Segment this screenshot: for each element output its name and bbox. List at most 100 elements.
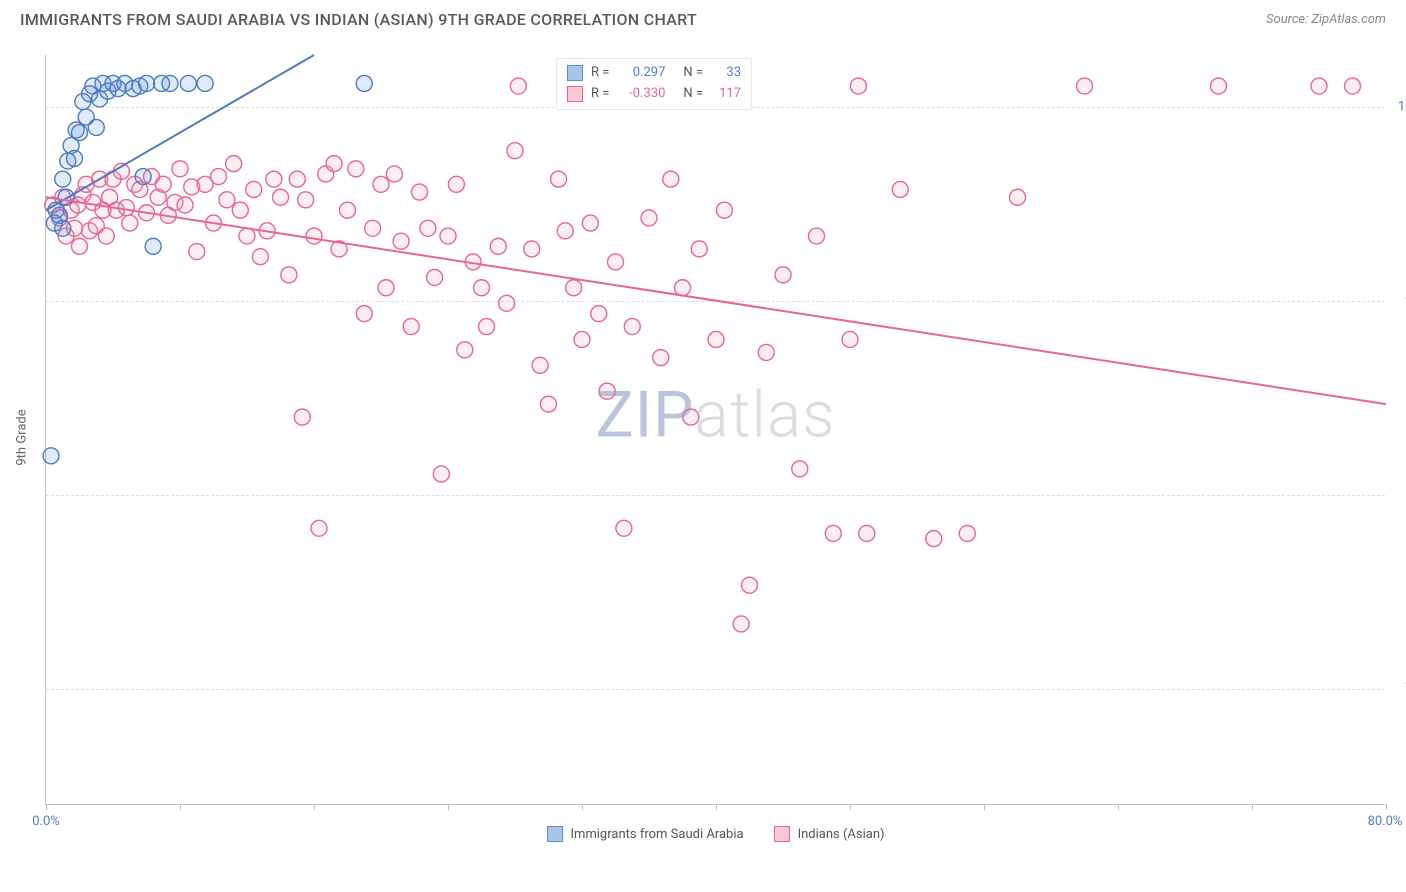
scatter-point <box>311 520 327 536</box>
x-tick-mark <box>180 804 181 810</box>
legend-n-value: 33 <box>711 63 741 84</box>
chart-header: IMMIGRANTS FROM SAUDI ARABIA VS INDIAN (… <box>0 0 1406 29</box>
scatter-point <box>420 220 436 236</box>
legend-label: Indians (Asian) <box>798 827 885 842</box>
scatter-point <box>608 254 624 270</box>
scatter-point <box>88 119 104 135</box>
scatter-point <box>524 241 540 257</box>
scatter-point <box>118 200 134 216</box>
x-tick-mark <box>46 804 47 810</box>
scatter-point <box>792 461 808 477</box>
scatter-point <box>742 577 758 593</box>
scatter-point <box>340 202 356 218</box>
chart-plot-area: 77.5%85.0%92.5%100.0% ZIPatlas R =0.297N… <box>45 55 1385 805</box>
trend-line <box>46 197 1386 404</box>
scatter-point <box>246 181 262 197</box>
legend-row: R = -0.330 N = 117 <box>567 84 741 105</box>
legend-correlation: R = 0.297 N = 33 R = -0.330 N = 117 <box>556 58 752 110</box>
scatter-point <box>232 202 248 218</box>
scatter-point <box>55 220 71 236</box>
scatter-point <box>457 342 473 358</box>
scatter-point <box>365 220 381 236</box>
legend-r-value: -0.330 <box>617 84 665 105</box>
scatter-point <box>72 125 88 141</box>
scatter-point <box>55 171 71 187</box>
scatter-point <box>393 233 409 249</box>
scatter-point <box>624 319 640 335</box>
legend-n-label: N = <box>683 84 703 105</box>
x-tick-mark <box>850 804 851 810</box>
scatter-point <box>122 215 138 231</box>
scatter-point <box>412 184 428 200</box>
scatter-point <box>599 383 615 399</box>
scatter-point <box>189 244 205 260</box>
legend-swatch <box>567 65 583 81</box>
scatter-point <box>98 228 114 244</box>
legend-row: R = 0.297 N = 33 <box>567 63 741 84</box>
scatter-point <box>294 409 310 425</box>
y-tick-label: 100.0% <box>1398 99 1406 114</box>
scatter-point <box>557 223 573 239</box>
scatter-point <box>582 215 598 231</box>
legend-swatch <box>546 826 562 842</box>
scatter-point <box>403 319 419 335</box>
scatter-point <box>499 295 515 311</box>
x-tick-mark <box>582 804 583 810</box>
scatter-point <box>708 331 724 347</box>
scatter-point <box>273 189 289 205</box>
scatter-point <box>145 238 161 254</box>
scatter-point <box>448 176 464 192</box>
scatter-point <box>139 75 155 91</box>
legend-r-label: R = <box>591 63 609 84</box>
scatter-point <box>386 166 402 182</box>
scatter-point <box>926 531 942 547</box>
x-tick-mark <box>448 804 449 810</box>
scatter-point <box>211 169 227 185</box>
scatter-point <box>591 306 607 322</box>
scatter-point <box>1010 189 1026 205</box>
scatter-point <box>809 228 825 244</box>
scatter-point <box>1077 78 1093 94</box>
legend-series: Immigrants from Saudi Arabia Indians (Asi… <box>546 826 884 842</box>
scatter-point <box>219 192 235 208</box>
scatter-point <box>850 78 866 94</box>
x-tick-mark <box>1252 804 1253 810</box>
legend-label: Immigrants from Saudi Arabia <box>570 827 743 842</box>
scatter-point <box>72 238 88 254</box>
scatter-point <box>859 525 875 541</box>
scatter-point <box>197 75 213 91</box>
scatter-point <box>653 350 669 366</box>
scatter-point <box>433 466 449 482</box>
scatter-point <box>566 280 582 296</box>
legend-n-label: N = <box>683 63 703 84</box>
scatter-point <box>532 357 548 373</box>
scatter-point <box>266 171 282 187</box>
scatter-point <box>427 269 443 285</box>
scatter-point <box>373 176 389 192</box>
scatter-point <box>440 228 456 244</box>
scatter-svg <box>46 55 1385 804</box>
scatter-point <box>490 238 506 254</box>
scatter-point <box>289 171 305 187</box>
legend-item: Indians (Asian) <box>774 826 885 842</box>
chart-title: IMMIGRANTS FROM SAUDI ARABIA VS INDIAN (… <box>20 10 697 29</box>
legend-n-value: 117 <box>711 84 741 105</box>
legend-swatch <box>774 826 790 842</box>
scatter-point <box>775 267 791 283</box>
scatter-point <box>281 267 297 283</box>
scatter-point <box>43 448 59 464</box>
x-axis-min-label: 0.0% <box>32 814 60 829</box>
legend-r-label: R = <box>591 84 609 105</box>
legend-r-value: 0.297 <box>617 63 665 84</box>
scatter-point <box>135 169 151 185</box>
scatter-point <box>1311 78 1327 94</box>
scatter-point <box>306 228 322 244</box>
scatter-point <box>616 520 632 536</box>
scatter-point <box>252 249 268 265</box>
scatter-point <box>348 161 364 177</box>
scatter-point <box>641 210 657 226</box>
scatter-point <box>733 616 749 632</box>
x-tick-mark <box>314 804 315 810</box>
scatter-point <box>683 409 699 425</box>
scatter-point <box>177 197 193 213</box>
